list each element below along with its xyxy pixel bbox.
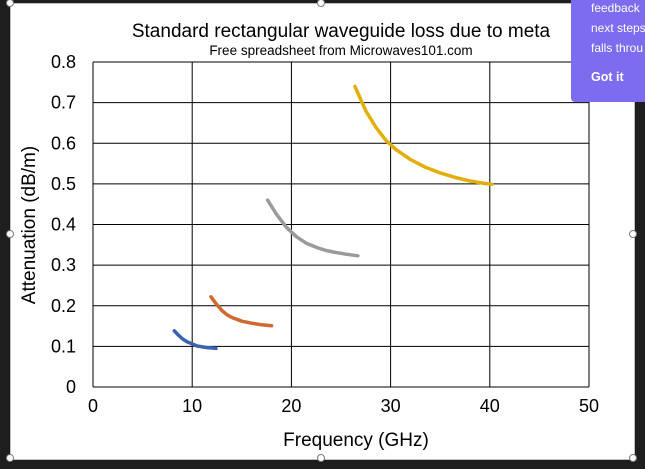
resize-handle-bottom-left[interactable] xyxy=(6,454,14,462)
x-tick-label: 40 xyxy=(480,396,500,416)
y-axis-label: Attenuation (dB/m) xyxy=(19,146,40,304)
chart-title: Standard rectangular waveguide loss due … xyxy=(132,21,551,42)
tick-labels: 0 10 20 30 40 50 0 0.1 0.2 0.3 0.4 0.5 0.6 0.7 0.8 xyxy=(51,52,599,416)
x-tick-label: 0 xyxy=(88,396,98,416)
y-tick-label: 0.7 xyxy=(51,93,76,113)
chart-area[interactable]: Standard rectangular waveguide loss due … xyxy=(10,3,635,460)
series-lines xyxy=(172,84,494,351)
y-tick-label: 0 xyxy=(66,377,76,397)
x-axis-label: Frequency (GHz) xyxy=(283,430,429,451)
resize-handle-middle-right[interactable] xyxy=(629,230,637,238)
series-line-1 xyxy=(172,329,218,351)
resize-handle-top-middle[interactable] xyxy=(317,0,325,7)
popup-text-line: feedback xyxy=(591,1,640,15)
x-tick-label: 50 xyxy=(579,396,599,416)
chart-subtitle: Free spreadsheet from Microwaves101.com xyxy=(209,43,472,58)
popup-text-line: falls throu xyxy=(591,41,644,55)
chart-svg: Standard rectangular waveguide loss due … xyxy=(19,21,599,451)
y-tick-label: 0.1 xyxy=(51,336,76,356)
y-tick-label: 0.6 xyxy=(51,133,76,153)
series-line-4 xyxy=(353,84,494,187)
popup-text-line: next steps xyxy=(591,21,645,35)
y-tick-label: 0.5 xyxy=(51,174,76,194)
y-tick-label: 0.3 xyxy=(51,255,76,275)
resize-handle-bottom-right[interactable] xyxy=(629,454,637,462)
resize-handle-top-left[interactable] xyxy=(6,0,14,7)
teaching-popup: feedback next steps falls throu Got it xyxy=(571,0,645,102)
got-it-button[interactable]: Got it xyxy=(591,70,624,84)
x-tick-label: 30 xyxy=(381,396,401,416)
y-tick-label: 0.2 xyxy=(51,296,76,316)
resize-handle-middle-left[interactable] xyxy=(6,230,14,238)
series-line-2 xyxy=(209,295,274,328)
x-tick-label: 20 xyxy=(281,396,301,416)
gridlines xyxy=(92,61,590,388)
resize-handle-bottom-middle[interactable] xyxy=(317,454,325,462)
y-tick-label: 0.4 xyxy=(51,215,76,235)
x-tick-label: 10 xyxy=(182,396,202,416)
y-tick-label: 0.8 xyxy=(51,52,76,72)
series-line-3 xyxy=(265,198,360,258)
